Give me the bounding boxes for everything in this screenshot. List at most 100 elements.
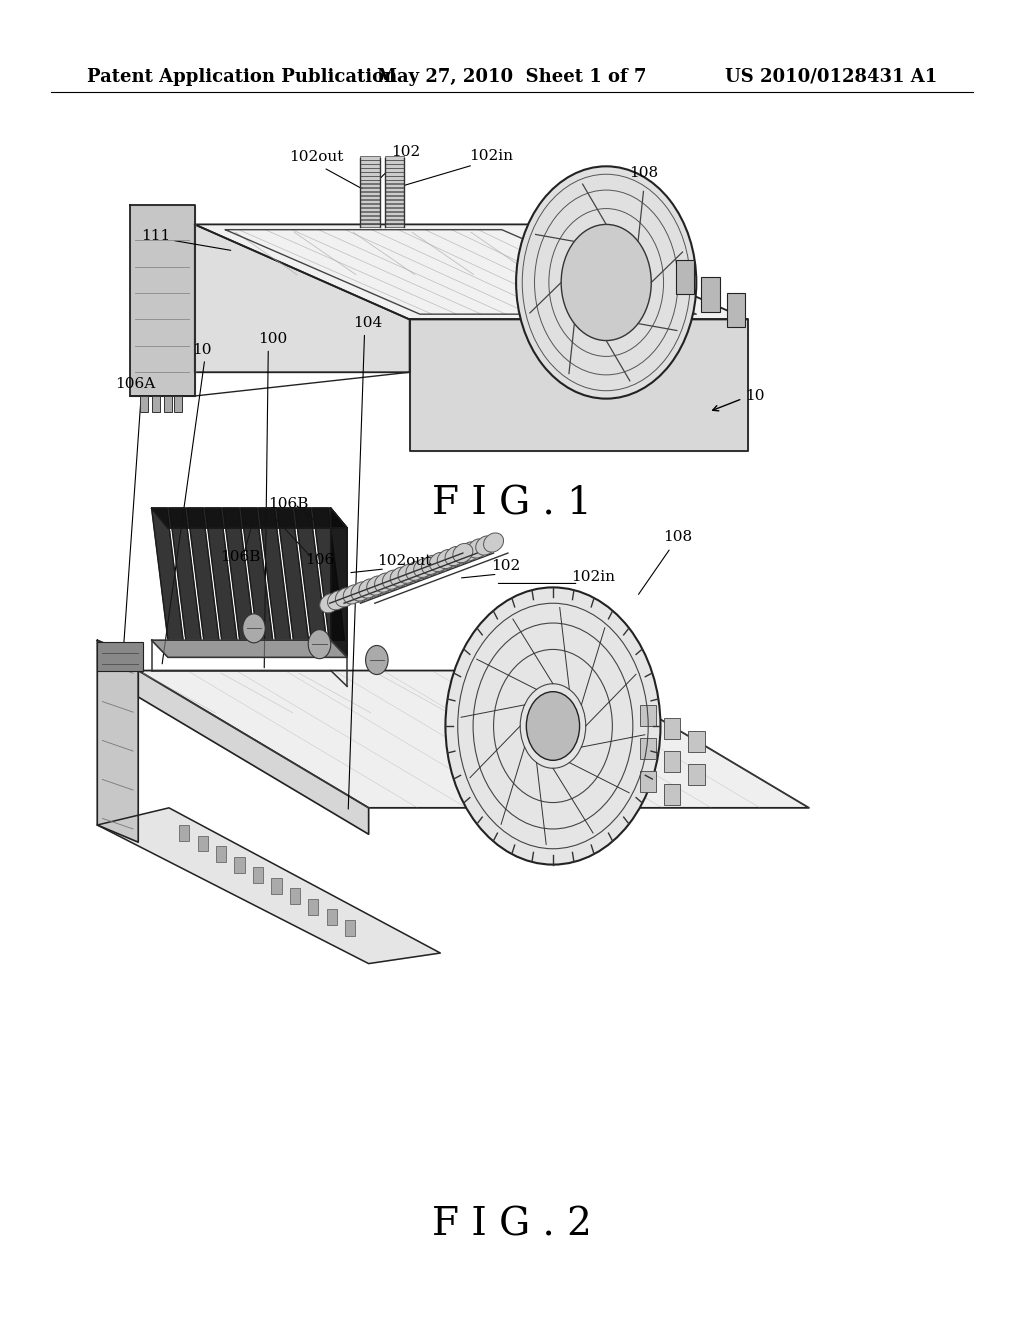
Bar — [360, 209, 380, 211]
Circle shape — [308, 630, 331, 659]
Bar — [360, 161, 380, 164]
Bar — [174, 396, 182, 412]
Polygon shape — [130, 205, 195, 396]
Ellipse shape — [421, 557, 441, 576]
Ellipse shape — [483, 533, 504, 552]
Bar — [385, 157, 404, 160]
Polygon shape — [195, 224, 410, 372]
Bar — [360, 168, 380, 172]
Polygon shape — [242, 508, 272, 640]
Text: 104: 104 — [353, 317, 383, 330]
Bar — [327, 909, 337, 925]
Circle shape — [561, 224, 651, 341]
Bar — [727, 293, 745, 327]
Text: 102in: 102in — [571, 570, 615, 583]
Ellipse shape — [453, 544, 473, 562]
Bar — [385, 168, 404, 172]
Circle shape — [445, 587, 660, 865]
Text: 108: 108 — [629, 166, 657, 180]
Text: 10: 10 — [745, 389, 765, 403]
Bar — [385, 223, 404, 227]
Bar — [385, 181, 404, 183]
Circle shape — [243, 614, 265, 643]
Ellipse shape — [453, 545, 472, 564]
Ellipse shape — [390, 568, 411, 586]
Bar — [360, 213, 380, 215]
Bar — [385, 161, 404, 164]
Bar — [385, 209, 404, 211]
Bar — [664, 718, 680, 739]
Ellipse shape — [358, 579, 379, 598]
Ellipse shape — [351, 582, 371, 601]
Circle shape — [366, 645, 388, 675]
Text: 102: 102 — [492, 560, 521, 573]
Ellipse shape — [414, 558, 434, 577]
Bar — [701, 277, 720, 312]
Text: 102out: 102out — [289, 150, 343, 164]
Bar — [360, 216, 380, 219]
Bar — [385, 177, 404, 180]
Ellipse shape — [406, 562, 425, 582]
Bar — [360, 181, 380, 183]
Polygon shape — [410, 319, 748, 451]
Ellipse shape — [382, 572, 401, 590]
Bar — [360, 205, 380, 207]
Text: F I G . 2: F I G . 2 — [432, 1206, 592, 1243]
Ellipse shape — [343, 585, 364, 605]
Polygon shape — [97, 808, 440, 964]
Ellipse shape — [398, 564, 418, 583]
Bar — [360, 189, 380, 191]
Ellipse shape — [397, 565, 418, 585]
Bar — [308, 899, 318, 915]
Bar — [640, 705, 656, 726]
Bar — [360, 185, 380, 187]
Bar — [345, 920, 355, 936]
Ellipse shape — [358, 579, 378, 599]
Bar — [360, 199, 380, 203]
Bar — [140, 396, 148, 412]
Bar — [385, 189, 404, 191]
Ellipse shape — [406, 561, 426, 581]
Polygon shape — [295, 508, 327, 640]
Ellipse shape — [429, 553, 449, 573]
Bar — [360, 157, 380, 160]
Bar — [676, 260, 694, 294]
Ellipse shape — [328, 590, 347, 610]
Bar — [385, 216, 404, 219]
Bar — [640, 738, 656, 759]
Ellipse shape — [382, 570, 402, 589]
Polygon shape — [331, 508, 347, 657]
Polygon shape — [205, 508, 237, 640]
Ellipse shape — [468, 539, 487, 558]
Bar — [360, 172, 380, 176]
Ellipse shape — [460, 541, 480, 561]
Ellipse shape — [319, 594, 340, 612]
Polygon shape — [313, 508, 344, 640]
Ellipse shape — [389, 569, 410, 587]
Ellipse shape — [350, 583, 371, 602]
Polygon shape — [276, 508, 308, 640]
Bar — [688, 764, 705, 785]
Text: Patent Application Publication: Patent Application Publication — [87, 67, 397, 86]
Bar — [360, 220, 380, 223]
Ellipse shape — [413, 560, 433, 578]
Polygon shape — [259, 508, 291, 640]
Bar — [253, 867, 263, 883]
Ellipse shape — [367, 576, 387, 595]
Text: 111: 111 — [141, 230, 171, 243]
Bar — [179, 825, 189, 841]
Ellipse shape — [445, 546, 465, 566]
Bar — [385, 199, 404, 203]
Ellipse shape — [336, 587, 355, 607]
Text: 10: 10 — [193, 343, 212, 356]
Text: 100: 100 — [258, 333, 288, 346]
Bar — [640, 771, 656, 792]
Circle shape — [516, 166, 696, 399]
Polygon shape — [97, 640, 138, 842]
Polygon shape — [152, 640, 347, 657]
Bar — [360, 193, 380, 195]
Bar — [164, 396, 172, 412]
Polygon shape — [169, 508, 201, 640]
Bar — [198, 836, 208, 851]
Ellipse shape — [476, 536, 496, 556]
